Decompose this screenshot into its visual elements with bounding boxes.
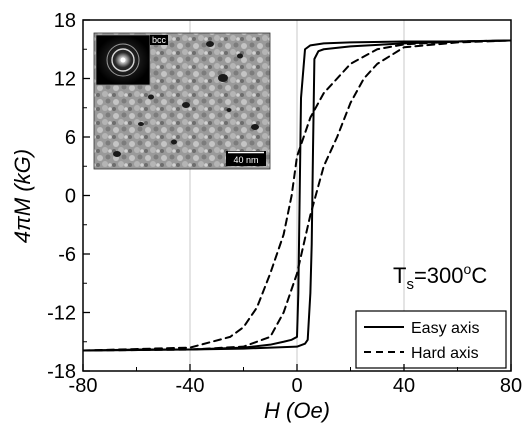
- easy-axis-lower-branch-line: [83, 39, 511, 352]
- x-tick-label: 40: [393, 375, 415, 397]
- x-tick-label: -40: [176, 375, 205, 397]
- x-tick-label: 0: [291, 375, 302, 397]
- easy-axis-upper-branch-line: [83, 39, 511, 352]
- scale-bar-box: [226, 151, 266, 166]
- x-axis-label: H (Oe): [264, 398, 330, 423]
- x-tick-label: 80: [500, 375, 522, 397]
- saed-ring: [106, 43, 140, 77]
- legend-label-easy-axis: Easy axis: [411, 320, 479, 337]
- y-tick-label: -18: [47, 361, 76, 383]
- x-tick-label: -80: [69, 375, 98, 397]
- inset-micrograph: bcc 40 nm: [93, 32, 271, 170]
- legend-box: [355, 310, 507, 369]
- y-axis-label: 4πM (kG): [10, 149, 35, 243]
- y-tick-label: 12: [54, 69, 76, 91]
- annot-unit: C: [471, 263, 487, 288]
- y-tick-label: 18: [54, 10, 76, 32]
- y-tick-label: 6: [65, 127, 76, 149]
- bcc-label: bcc: [152, 35, 167, 45]
- annot-main: T: [393, 263, 406, 288]
- annot-value: =300: [414, 263, 464, 288]
- data-series: [83, 39, 511, 352]
- legend: Easy axis Hard axis: [355, 310, 507, 369]
- scale-bar-label: 40 nm: [233, 155, 258, 165]
- bcc-label-box: [150, 35, 168, 45]
- inset-dark-particles: [113, 41, 259, 157]
- saed-center-spot: [120, 57, 126, 63]
- y-tick-label: -6: [58, 244, 76, 266]
- y-tick-label: -12: [47, 303, 76, 325]
- temperature-annotation: Ts=300oC: [393, 261, 487, 293]
- annot-sub: s: [406, 276, 414, 293]
- saed-ring: [111, 48, 135, 72]
- legend-label-hard-axis: Hard axis: [411, 345, 479, 362]
- annot-degree: o: [464, 261, 472, 277]
- hard-axis-lower-branch-line: [83, 39, 511, 352]
- hard-axis-upper-branch-line: [83, 39, 511, 352]
- y-tick-label: 0: [65, 186, 76, 208]
